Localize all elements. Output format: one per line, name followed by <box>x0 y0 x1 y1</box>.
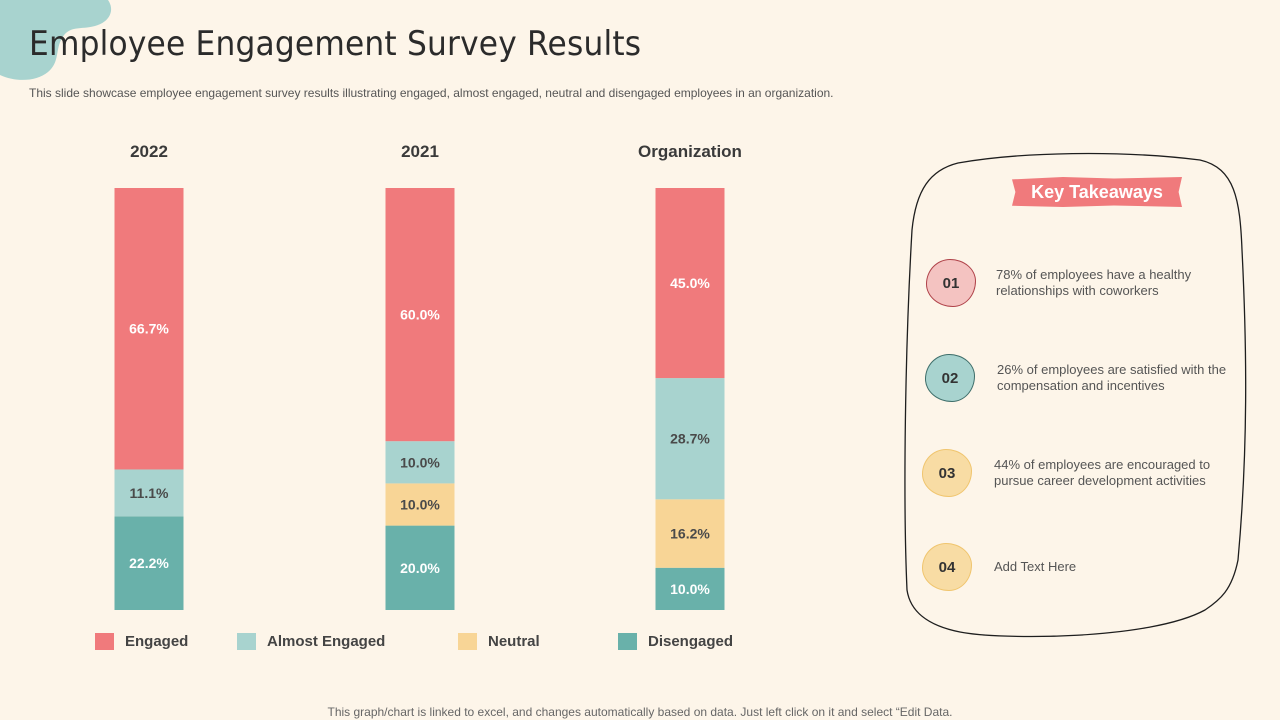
data-label: 22.2% <box>129 555 169 571</box>
legend-label-neutral: Neutral <box>488 633 540 650</box>
legend-swatch-disengaged <box>618 633 637 650</box>
legend-swatch-neutral <box>458 633 477 650</box>
takeaway-text: Add Text Here <box>994 559 1077 574</box>
bar-segment-disengaged <box>114 516 184 610</box>
takeaway-number-badge: 02 <box>925 354 975 402</box>
bar-segment-almost-engaged <box>114 469 184 517</box>
footer-note: This graph/chart is linked to excel, and… <box>327 705 953 719</box>
bar-segment-engaged <box>385 188 455 442</box>
bar-segment-almost-engaged <box>655 378 725 500</box>
legend-item-almost-engaged: Almost Engaged <box>237 633 385 650</box>
legend-label-disengaged: Disengaged <box>648 633 734 650</box>
data-label: 10.0% <box>400 497 440 513</box>
takeaway-number-badge: 03 <box>922 449 972 497</box>
legend-item-neutral: Neutral <box>458 633 540 650</box>
takeaway-item-3: 03 44% of employees are encouraged to pu… <box>922 449 1224 497</box>
takeaway-item-2: 02 26% of employees are satisfied with t… <box>922 354 1227 402</box>
page-subtitle: This slide showcase employee engagement … <box>29 86 834 100</box>
bar-segment-neutral <box>385 483 455 526</box>
legend-label-engaged: Engaged <box>125 633 189 650</box>
legend-item-engaged: Engaged <box>95 633 188 650</box>
bar-segment-almost-engaged <box>385 441 455 484</box>
category-label: 2021 <box>401 142 439 161</box>
data-label: 60.0% <box>400 307 440 323</box>
category-label: Organization <box>638 142 742 161</box>
takeaway-text: 78% of employees have a healthy relation… <box>996 267 1192 298</box>
data-label: 11.1% <box>130 485 169 501</box>
takeaway-text: 26% of employees are satisfied with the … <box>997 362 1227 393</box>
takeaway-number-badge: 04 <box>922 543 972 591</box>
takeaway-item-1: 01 78% of employees have a healthy relat… <box>922 259 1226 307</box>
data-label: 10.0% <box>400 454 440 470</box>
legend-swatch-almost-engaged <box>237 633 256 650</box>
legend-label-almost-engaged: Almost Engaged <box>267 633 386 650</box>
stacked-bar-chart: 2022 22.2% 11.1% 66.7% 2021 20.0% 10.0% 10.0% 60… <box>114 142 742 610</box>
bar-segment-neutral <box>655 499 725 568</box>
category-label: 2022 <box>130 142 168 161</box>
data-label: 20.0% <box>400 560 440 576</box>
data-label: 45.0% <box>670 275 710 291</box>
legend-item-disengaged: Disengaged <box>618 633 733 650</box>
takeaway-text: 44% of employees are encouraged to pursu… <box>994 457 1211 488</box>
bar-segment-disengaged <box>655 567 725 610</box>
bar-segment-disengaged <box>385 525 455 610</box>
bar-segment-engaged <box>114 188 184 470</box>
page-title: Employee Engagement Survey Results <box>29 24 642 64</box>
bar-segment-engaged <box>655 188 725 379</box>
data-label: 16.2% <box>670 526 710 542</box>
data-label: 10.0% <box>670 581 710 597</box>
key-takeaways-heading: Key Takeaways <box>1012 177 1182 207</box>
data-label: 66.7% <box>129 321 169 337</box>
data-label: 28.7% <box>670 431 710 447</box>
takeaway-number-badge: 01 <box>926 259 976 307</box>
takeaway-item-4: 04 Add Text Here <box>922 543 1224 591</box>
legend-swatch-engaged <box>95 633 114 650</box>
decorative-blob <box>0 0 112 80</box>
